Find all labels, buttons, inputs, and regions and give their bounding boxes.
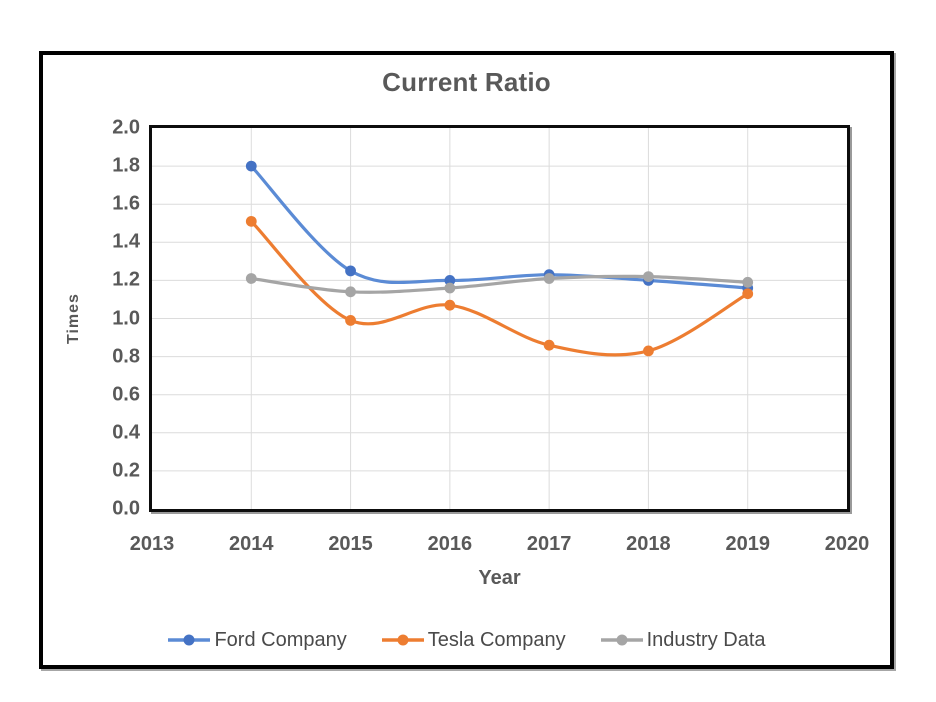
y-tick-label: 2.0 bbox=[112, 116, 140, 139]
legend-label: Tesla Company bbox=[427, 628, 566, 651]
gridlines bbox=[152, 128, 847, 509]
data-point-marker bbox=[643, 345, 654, 357]
series-line bbox=[249, 164, 750, 290]
y-axis-ticks: 0.0 0.2 0.4 0.6 0.8 1.0 1.2 1.4 1.6 1.8 2.0 bbox=[82, 117, 140, 520]
x-tick-label: 2015 bbox=[328, 533, 373, 555]
plot-area bbox=[149, 125, 850, 512]
y-tick-label: 1.4 bbox=[112, 230, 140, 253]
y-tick-label: 1.6 bbox=[112, 192, 140, 215]
data-point-marker bbox=[444, 299, 456, 311]
data-point-marker bbox=[245, 273, 257, 284]
x-tick-label: 2017 bbox=[526, 533, 572, 555]
data-point-marker bbox=[543, 339, 555, 351]
data-point-marker bbox=[742, 288, 754, 300]
plot-canvas bbox=[152, 128, 847, 509]
series-industry-data bbox=[245, 271, 754, 298]
x-tick-label: 2019 bbox=[725, 533, 770, 555]
chart-title: Current Ratio bbox=[382, 67, 551, 97]
data-point-marker bbox=[643, 271, 654, 282]
x-tick-label: 2016 bbox=[427, 533, 473, 555]
legend-marker-line-dot-icon bbox=[168, 634, 211, 646]
y-tick-label: 0.2 bbox=[112, 459, 140, 482]
legend-marker-line-dot-icon bbox=[381, 634, 424, 646]
x-tick-label: 2020 bbox=[824, 533, 870, 555]
y-tick-label: 0.6 bbox=[112, 383, 140, 406]
series-line bbox=[249, 219, 750, 357]
x-tick-label: 2014 bbox=[229, 533, 274, 555]
y-tick-label: 0.0 bbox=[112, 497, 140, 520]
data-point-marker bbox=[444, 282, 456, 294]
series-line bbox=[249, 274, 750, 294]
y-tick-label: 0.8 bbox=[112, 345, 140, 368]
legend-item-industry-data: Industry Data bbox=[600, 629, 766, 652]
data-point-marker bbox=[245, 215, 257, 227]
data-point-marker bbox=[345, 315, 356, 326]
legend-label: Ford Company bbox=[214, 628, 347, 651]
data-point-marker bbox=[245, 160, 257, 172]
legend-item-ford-company: Ford Company bbox=[167, 628, 347, 652]
data-point-marker bbox=[345, 265, 356, 277]
data-point-marker bbox=[742, 276, 754, 288]
data-point-marker bbox=[543, 273, 555, 284]
legend-item-tesla-company: Tesla Company bbox=[381, 629, 566, 652]
chart-frame: Current Ratio Times 0.0 0.2 0.4 0.6 0.8 1.0 1.… bbox=[39, 51, 894, 669]
y-tick-label: 1.2 bbox=[112, 268, 140, 291]
series-ford-company bbox=[245, 160, 754, 294]
data-point-marker bbox=[345, 286, 356, 298]
legend-marker-line-dot-icon bbox=[600, 634, 643, 646]
x-axis-ticks: 2013 2014 2015 2016 2017 2018 2019 2020 bbox=[130, 532, 870, 556]
y-tick-label: 1.0 bbox=[112, 307, 140, 329]
x-axis-title: Year bbox=[478, 567, 521, 589]
legend: Ford Company Tesla Company Industry Data bbox=[43, 625, 890, 655]
y-tick-label: 0.4 bbox=[112, 421, 140, 444]
legend-label: Industry Data bbox=[646, 628, 766, 651]
series-tesla-company bbox=[245, 215, 754, 357]
y-tick-label: 1.8 bbox=[112, 154, 140, 177]
x-tick-label: 2018 bbox=[626, 533, 671, 555]
data-point-marker bbox=[444, 275, 456, 286]
x-tick-label: 2013 bbox=[129, 533, 175, 555]
